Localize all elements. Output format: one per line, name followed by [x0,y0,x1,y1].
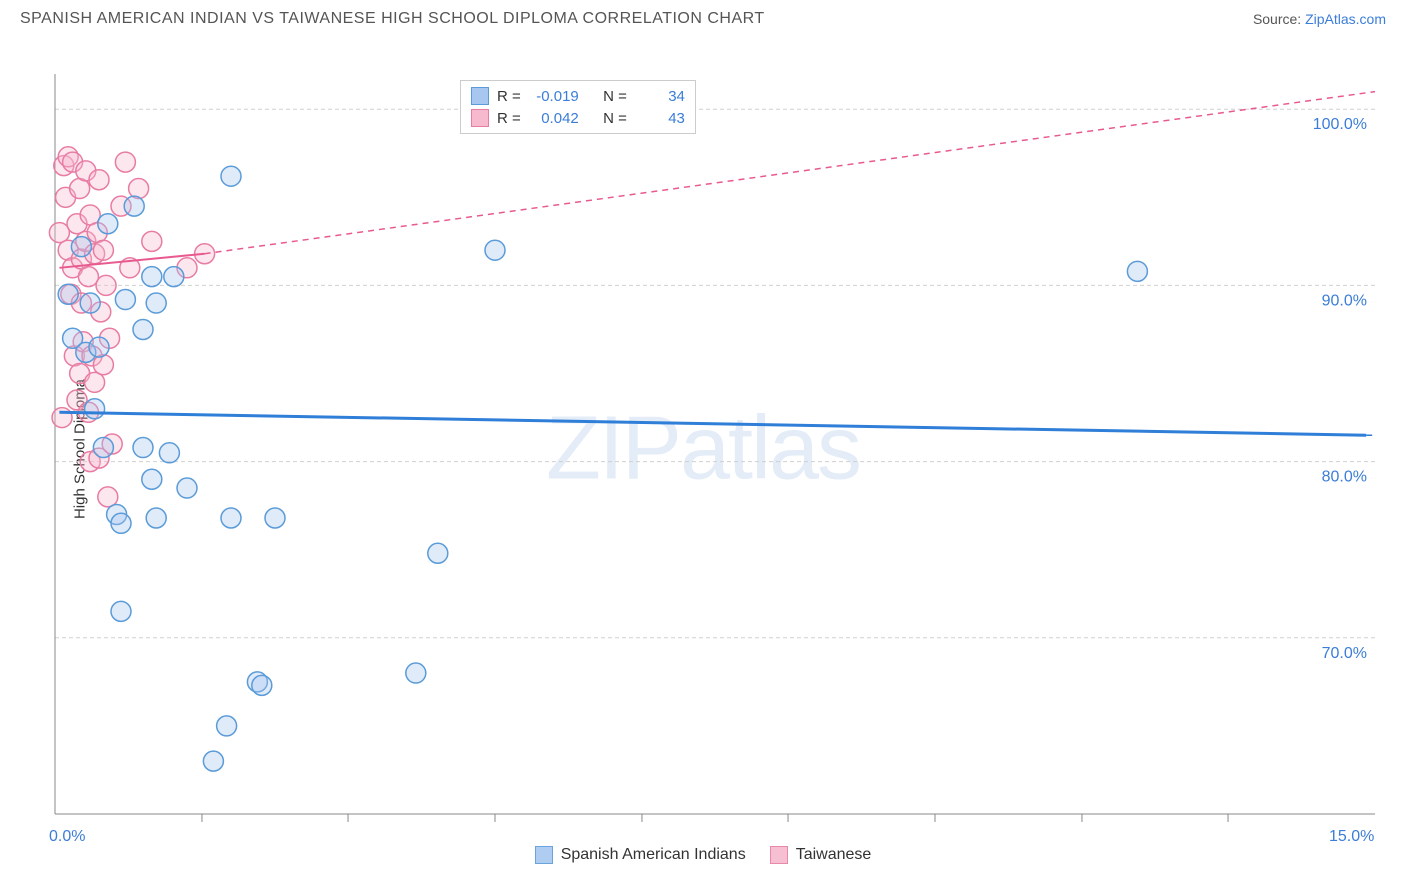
n-value-series2: 43 [635,110,685,127]
swatch-series2 [471,109,489,127]
n-label: N = [603,88,627,105]
stats-row-series2: R = 0.042 N = 43 [471,107,685,129]
scatter-chart: 70.0% 80.0% 90.0% 100.0% [0,34,1406,864]
source: Source: ZipAtlas.com [1253,11,1386,27]
svg-text:70.0%: 70.0% [1322,645,1367,662]
source-link[interactable]: ZipAtlas.com [1305,11,1386,27]
r-label: R = [497,110,521,127]
svg-text:90.0%: 90.0% [1322,292,1367,309]
legend-item-series2: Taiwanese [770,846,872,864]
stats-legend: R = -0.019 N = 34 R = 0.042 N = 43 [460,80,696,134]
x-tick-min: 0.0% [49,828,85,846]
legend-swatch-series2 [770,846,788,864]
title-bar: SPANISH AMERICAN INDIAN VS TAIWANESE HIG… [0,0,1406,34]
n-value-series1: 34 [635,88,685,105]
stats-row-series1: R = -0.019 N = 34 [471,85,685,107]
legend-label-series2: Taiwanese [796,846,872,864]
svg-text:80.0%: 80.0% [1322,469,1367,486]
r-label: R = [497,88,521,105]
chart-title: SPANISH AMERICAN INDIAN VS TAIWANESE HIG… [20,10,765,28]
legend-swatch-series1 [535,846,553,864]
chart-area: High School Diploma ZIPatlas 70.0%80.0%9… [0,34,1406,864]
x-tick-max: 15.0% [1329,828,1374,846]
n-label: N = [603,110,627,127]
source-label: Source: [1253,11,1305,27]
r-value-series2: 0.042 [529,110,579,127]
bottom-legend: Spanish American Indians Taiwanese [0,846,1406,864]
swatch-series1 [471,87,489,105]
legend-item-series1: Spanish American Indians [535,846,746,864]
legend-label-series1: Spanish American Indians [561,846,746,864]
svg-text:100.0%: 100.0% [1313,116,1367,133]
r-value-series1: -0.019 [529,88,579,105]
